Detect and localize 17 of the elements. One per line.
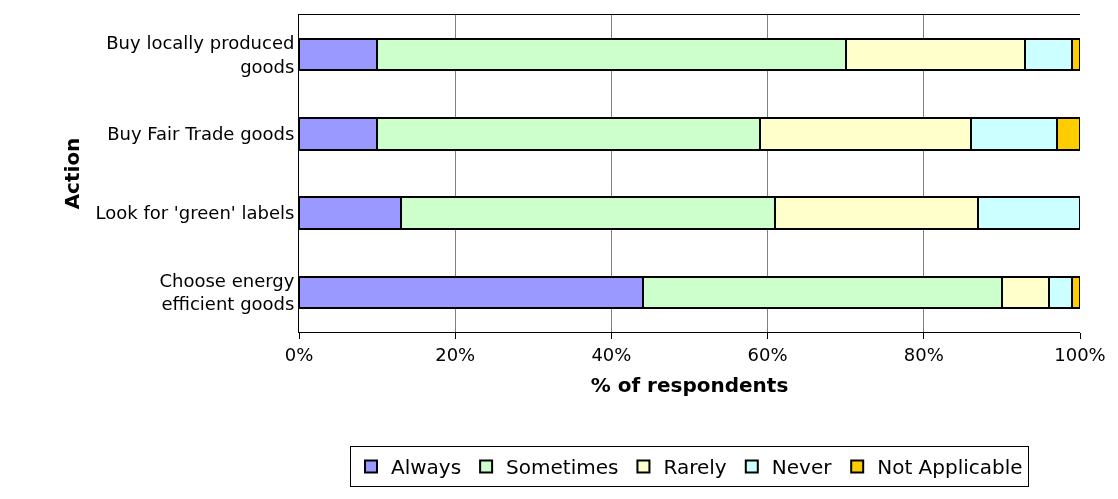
y-tick-label: Choose energy efficient goods [159, 269, 295, 315]
x-tick-label: 0% [284, 343, 314, 365]
y-tick-label: Look for 'green' labels [95, 202, 295, 224]
legend-label: Sometimes [506, 455, 619, 480]
y-tick-label: Buy Fair Trade goods [107, 123, 295, 145]
x-tick-label: 20% [435, 343, 476, 365]
x-axis-title: % of respondents [590, 373, 789, 398]
y-tick-label: Buy locally produced goods [106, 32, 295, 77]
legend-label: Never [771, 455, 833, 480]
x-tick-label: 40% [591, 343, 632, 365]
legend-label: Always [391, 455, 462, 480]
x-tick-label: 60% [747, 343, 788, 365]
x-tick-label: 80% [903, 343, 944, 365]
legend-label: Not Applicable [877, 455, 1023, 480]
y-axis-title: Action [60, 137, 85, 210]
legend-label: Rarely [663, 455, 727, 480]
x-tick-label: 100% [1054, 343, 1106, 365]
